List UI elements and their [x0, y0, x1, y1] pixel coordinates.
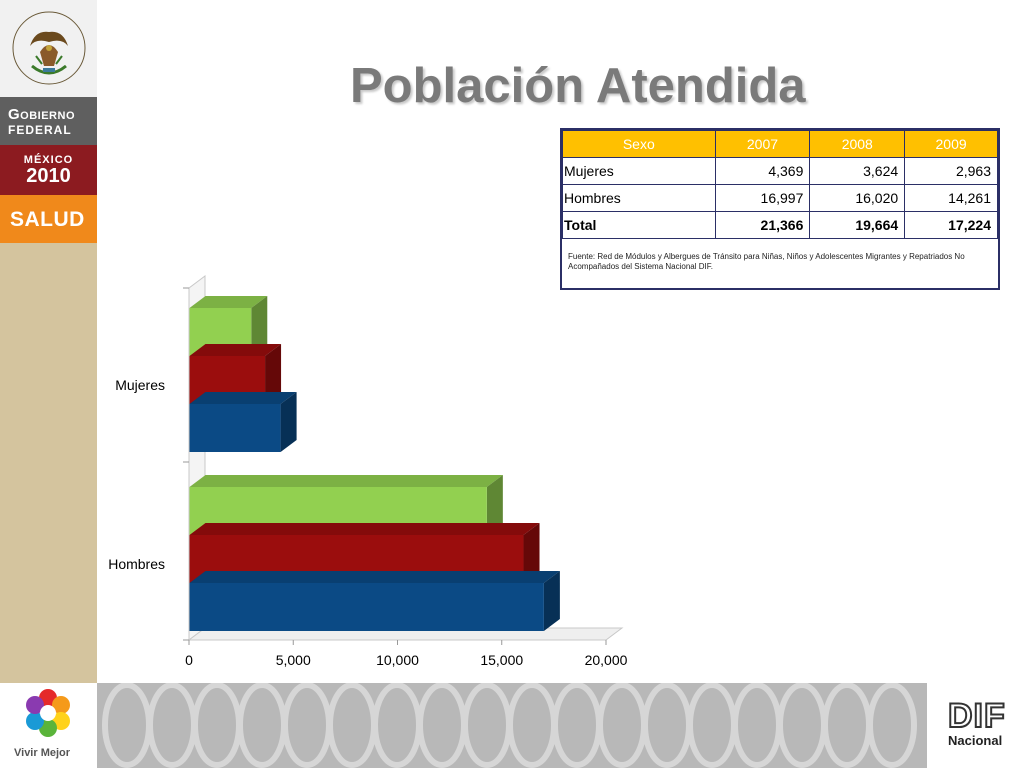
salud-logo: SALUD [0, 195, 97, 243]
mexico-2010-logo: MÉXICO 2010 [0, 145, 97, 195]
cell-value: 19,664 [809, 211, 906, 239]
bar-side-face [280, 392, 297, 452]
cell-value: 2,963 [904, 157, 998, 185]
bar-top-face [189, 392, 297, 404]
bar-side-face [486, 475, 503, 535]
bar [189, 583, 544, 631]
bar-top-face [189, 475, 503, 487]
cell-value: 16,997 [714, 184, 811, 212]
x-tick-label: 5,000 [276, 652, 311, 668]
bar-chart: 05,00010,00015,00020,000MujeresHombres20… [108, 275, 628, 668]
cell-value: 3,624 [809, 157, 906, 185]
vivir-mejor-logo: Vivir Mejor [0, 683, 97, 768]
row-label: Total [562, 211, 716, 239]
bar [189, 404, 281, 452]
bar-top-face [189, 296, 268, 308]
header-2007: 2007 [714, 130, 811, 158]
bar-top-face [189, 571, 560, 583]
category-label: Mujeres [115, 377, 165, 393]
x-tick-label: 10,000 [376, 652, 419, 668]
bar-top-face [189, 523, 540, 535]
page-title: Población Atendida [350, 59, 806, 113]
table-row: Mujeres 4,369 3,624 2,963 [562, 157, 998, 185]
gobierno-label: Gobierno [8, 106, 76, 123]
row-label: Hombres [562, 184, 716, 212]
footer-pattern [102, 683, 917, 768]
table-row-total: Total 21,366 19,664 17,224 [562, 211, 998, 239]
dif-label: DIF [947, 697, 1006, 735]
row-label: Mujeres [562, 157, 716, 185]
cell-value: 17,224 [904, 211, 998, 239]
x-tick-label: 20,000 [585, 652, 628, 668]
table-row: Hombres 16,997 16,020 14,261 [562, 184, 998, 212]
dif-nacional-logo: DIF Nacional [927, 683, 1024, 768]
vivir-mejor-label: Vivir Mejor [14, 747, 71, 759]
federal-label: FEDERAL [8, 123, 72, 137]
data-table-box: Sexo 2007 2008 2009 Mujeres 4,369 3,624 … [560, 128, 1000, 290]
header-2009: 2009 [904, 130, 998, 158]
bar-side-face [265, 344, 282, 404]
bar-top-face [189, 344, 282, 356]
x-tick-label: 15,000 [480, 652, 523, 668]
cell-value: 14,261 [904, 184, 998, 212]
seal-box [0, 0, 97, 97]
footer-decorative-band [97, 683, 927, 768]
dif-nacional-label: Nacional [948, 733, 1003, 748]
cell-value: 4,369 [714, 157, 811, 185]
category-label: Hombres [108, 556, 165, 572]
cell-value: 21,366 [714, 211, 811, 239]
vivir-mejor-flower-icon [26, 689, 70, 737]
mexican-seal-icon [12, 11, 86, 85]
header-sexo: Sexo [562, 130, 716, 158]
bar-side-face [523, 523, 540, 583]
year-2010-label: 2010 [26, 165, 71, 187]
header-2008: 2008 [809, 130, 906, 158]
bar-side-face [251, 296, 268, 356]
cell-value: 16,020 [809, 184, 906, 212]
mexico-label: MÉXICO [23, 154, 74, 166]
bar-side-face [543, 571, 560, 631]
x-tick-label: 0 [185, 652, 193, 668]
salud-label: SALUD [10, 208, 85, 231]
table-source-note: Fuente: Red de Módulos y Albergues de Tr… [568, 252, 965, 271]
data-table: Sexo 2007 2008 2009 Mujeres 4,369 3,624 … [562, 130, 998, 239]
gobierno-federal-logo: Gobierno FEDERAL [0, 97, 97, 145]
